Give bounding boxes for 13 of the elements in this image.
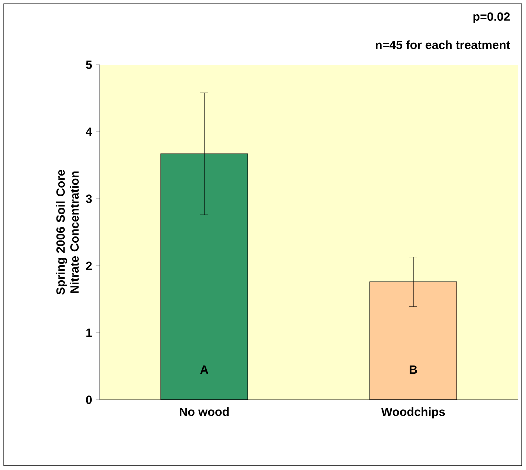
x-tick-label: Woodchips <box>381 408 446 419</box>
annotation: A <box>200 366 209 374</box>
text: p=0.02 <box>474 12 510 24</box>
y-tick-label: 5 <box>86 60 92 70</box>
y-tick-label: 1 <box>86 328 92 338</box>
y-tick-label: 4 <box>86 128 92 136</box>
x-tick-label: No wood <box>180 408 229 416</box>
y-tick-label: 2 <box>86 262 92 270</box>
y-tick-label: 3 <box>86 194 92 204</box>
y-tick-label: 0 <box>86 396 92 404</box>
y-axis-title: Spring 2006 Soil Core Nitrate Concentration <box>56 170 79 295</box>
annotation: B <box>410 366 418 374</box>
text: n=45 for each treatment <box>376 40 510 50</box>
